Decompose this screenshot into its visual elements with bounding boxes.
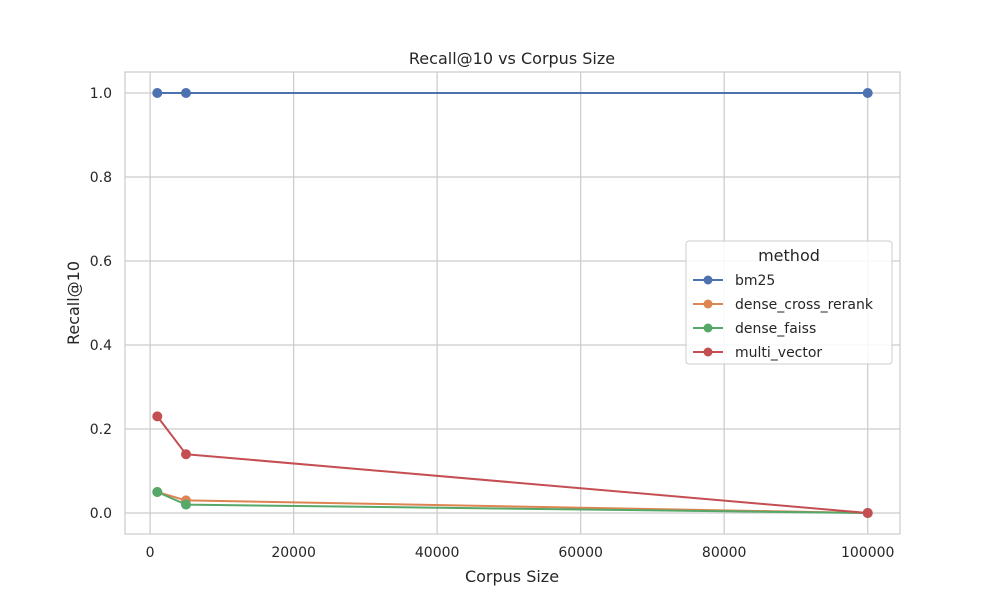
y-tick-labels: 0.0 0.2 0.4 0.6 0.8 1.0: [90, 86, 112, 522]
data-point-dense_faiss: [180, 499, 191, 510]
legend-swatch-marker: [703, 347, 713, 357]
legend-label: dense_faiss: [735, 321, 816, 337]
x-tick-labels: 0 20000 40000 60000 80000 100000: [146, 545, 895, 561]
y-tick-label: 0.4: [90, 338, 112, 354]
y-tick-label: 1.0: [90, 86, 112, 102]
x-tick-label: 0: [146, 545, 155, 561]
legend-swatch-marker: [703, 299, 713, 309]
x-tick-label: 20000: [271, 545, 316, 561]
x-tick-label: 80000: [702, 545, 747, 561]
legend-item-bm25: bm25: [693, 273, 775, 289]
legend-item-multi_vector: multi_vector: [693, 345, 822, 361]
series-layer: [152, 88, 873, 518]
x-tick-label: 100000: [841, 545, 894, 561]
chart-title: Recall@10 vs Corpus Size: [409, 49, 615, 68]
y-tick-label: 0.6: [90, 254, 112, 270]
y-tick-label: 0.0: [90, 506, 112, 522]
y-tick-label: 0.8: [90, 170, 112, 186]
data-point-multi_vector: [862, 508, 873, 518]
legend-box: [685, 240, 893, 365]
data-point-dense_faiss: [152, 487, 163, 497]
data-point-bm25: [862, 88, 873, 98]
legend-swatch-marker: [703, 323, 713, 333]
x-axis-label: Corpus Size: [465, 567, 559, 586]
legend-title: method: [758, 246, 820, 265]
series-multi_vector: [152, 411, 873, 518]
x-tick-label: 60000: [558, 545, 603, 561]
legend-item-dense_faiss: dense_faiss: [693, 321, 816, 337]
series-bm25: [152, 88, 873, 98]
legend-swatch-marker: [703, 275, 713, 285]
data-point-bm25: [152, 88, 163, 98]
legend-label: multi_vector: [735, 345, 822, 361]
y-axis-label: Recall@10: [64, 261, 83, 345]
legend-item-dense_cross_rerank: dense_cross_rerank: [693, 297, 874, 313]
x-tick-label: 40000: [415, 545, 460, 561]
data-point-bm25: [180, 88, 191, 98]
data-point-multi_vector: [180, 449, 191, 460]
plot-frame: [124, 71, 901, 535]
data-point-multi_vector: [152, 411, 163, 422]
legend-label: bm25: [735, 273, 775, 289]
y-tick-label: 0.2: [90, 422, 112, 438]
legend-items: bm25 dense_cross_rerank dense_faiss multi_v…: [693, 273, 874, 361]
legend-label: dense_cross_rerank: [735, 297, 874, 313]
legend: method bm25 dense_cross_rerank dense_faiss…: [685, 240, 893, 365]
